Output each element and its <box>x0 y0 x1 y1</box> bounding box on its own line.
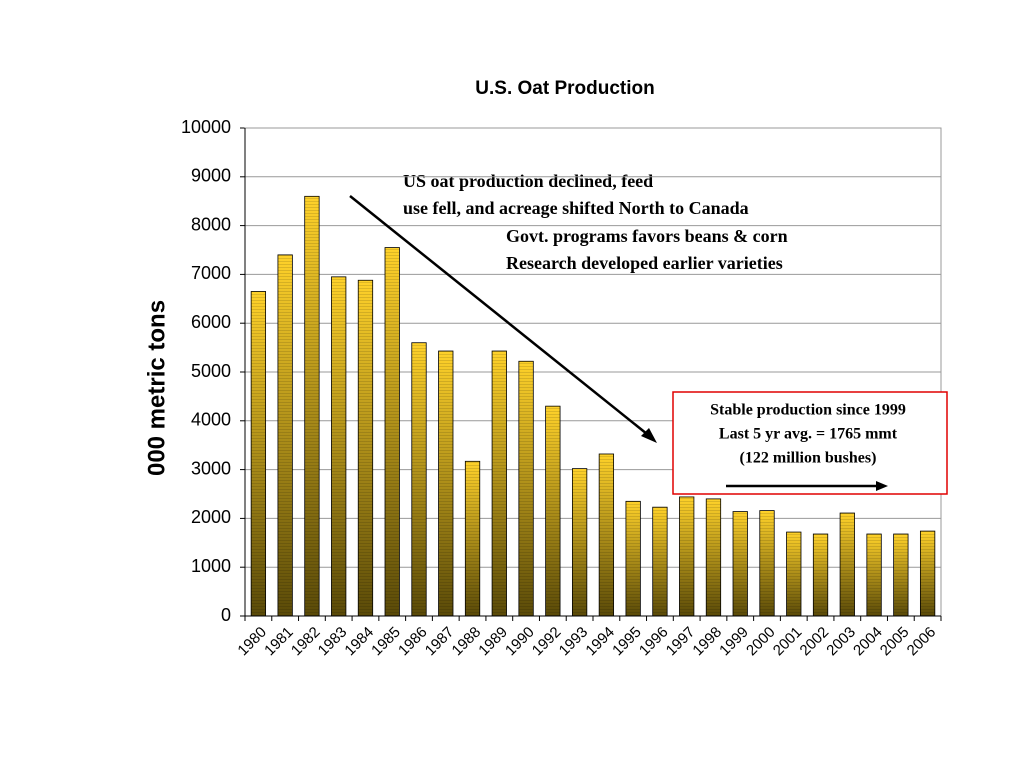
x-tick-label: 1989 <box>475 624 511 660</box>
x-tick-label: 1982 <box>288 624 324 660</box>
y-tick-label: 6000 <box>191 312 231 332</box>
bar-texture <box>679 496 694 616</box>
x-tick-label: 1981 <box>261 624 297 660</box>
x-tick-label: 2000 <box>743 624 779 660</box>
bar-texture <box>331 276 346 616</box>
arrow-head <box>641 428 657 443</box>
x-tick-label: 1999 <box>716 624 752 660</box>
bar-texture <box>411 342 427 616</box>
bar-texture <box>492 351 507 616</box>
x-tick-label: 1986 <box>395 624 431 660</box>
bar-texture <box>625 501 641 616</box>
x-tick-label: 2002 <box>797 624 833 660</box>
y-tick-label: 5000 <box>191 361 231 381</box>
y-tick-label: 2000 <box>191 507 231 527</box>
bar-texture <box>358 280 373 616</box>
bar-texture <box>706 498 721 616</box>
x-tick-label: 1993 <box>556 624 592 660</box>
bar-texture <box>652 507 668 616</box>
box-annotation: (122 million bushes) <box>740 450 877 467</box>
y-axis-label: 000 metric tons <box>143 300 170 476</box>
y-tick-label: 9000 <box>191 166 231 186</box>
annotation: US oat production declined, feed <box>403 171 653 191</box>
x-tick-label: 1990 <box>502 624 538 660</box>
box-annotation: Last 5 yr avg. = 1765 mmt <box>719 426 898 443</box>
x-tick-label: 1983 <box>315 624 351 660</box>
x-tick-label: 1995 <box>609 624 645 660</box>
annotation: Research developed earlier varieties <box>506 253 783 273</box>
annotation: Govt. programs favors beans & corn <box>506 226 788 246</box>
x-tick-label: 1987 <box>422 624 458 660</box>
bar-texture <box>251 291 266 616</box>
x-tick-label: 1980 <box>234 624 270 660</box>
y-tick-label: 10000 <box>181 117 231 137</box>
x-tick-label: 1985 <box>368 624 404 660</box>
y-tick-label: 4000 <box>191 410 231 430</box>
arrow-head <box>876 481 888 491</box>
x-tick-label: 1997 <box>663 624 699 660</box>
bar-texture <box>759 510 775 616</box>
x-tick-label: 1992 <box>529 624 565 660</box>
bar-texture <box>920 531 935 616</box>
bar-texture <box>438 351 453 616</box>
bar-texture <box>277 254 293 616</box>
x-tick-label: 1998 <box>689 624 725 660</box>
annotation-box <box>672 391 948 495</box>
x-tick-label: 1994 <box>582 624 618 660</box>
x-tick-label: 2004 <box>850 624 886 660</box>
bar-texture <box>385 247 400 616</box>
x-tick-label: 2006 <box>904 624 940 660</box>
bar-texture <box>518 361 534 616</box>
x-tick-label: 2001 <box>770 624 806 660</box>
bar-texture <box>893 534 909 616</box>
y-tick-label: 1000 <box>191 556 231 576</box>
bar-texture <box>840 513 855 616</box>
bar-texture <box>866 534 882 616</box>
y-tick-label: 0 <box>221 605 231 625</box>
x-tick-label: 1996 <box>636 624 672 660</box>
bar-texture <box>733 511 748 616</box>
y-tick-label: 3000 <box>191 458 231 478</box>
annotation: use fell, and acreage shifted North to C… <box>403 198 749 218</box>
box-annotation: Stable production since 1999 <box>710 402 906 419</box>
y-tick-label: 7000 <box>191 263 231 283</box>
x-tick-label: 2005 <box>877 624 913 660</box>
y-tick-label: 8000 <box>191 214 231 234</box>
x-tick-label: 2003 <box>823 624 859 660</box>
bar-texture <box>786 532 801 616</box>
bar-texture <box>599 453 614 616</box>
bar-texture <box>813 534 828 616</box>
chart-title: U.S. Oat Production <box>475 78 654 99</box>
bar-texture <box>465 461 480 616</box>
bar-texture <box>545 406 561 616</box>
x-tick-label: 1988 <box>449 624 485 660</box>
bar-texture <box>572 468 587 616</box>
bar-texture <box>304 196 320 616</box>
trend-arrow <box>349 195 653 439</box>
x-tick-label: 1984 <box>341 624 377 660</box>
